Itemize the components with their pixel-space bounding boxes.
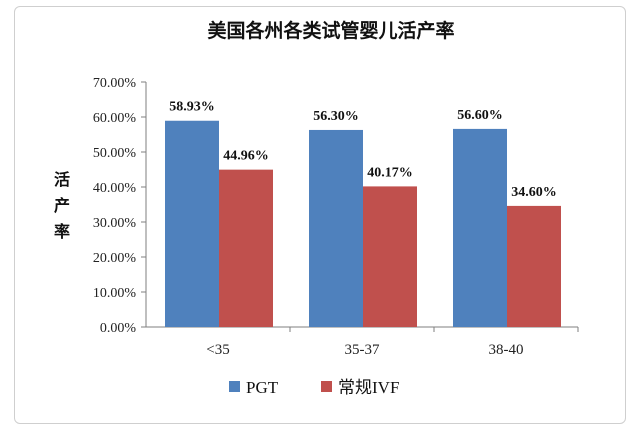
data-label: 40.17% <box>367 165 413 180</box>
legend: PGT 常规IVF <box>229 378 399 397</box>
x-category-label: 38-40 <box>489 342 524 358</box>
x-category-label: 35-37 <box>345 342 380 358</box>
data-label: 58.93% <box>169 100 215 115</box>
bar-ivf <box>507 205 561 327</box>
y-axis-label: 活产率 <box>54 170 70 241</box>
bar-ivf <box>363 186 417 327</box>
bar-ivf <box>219 169 273 327</box>
data-label: 56.30% <box>313 109 359 124</box>
chart-title: 美国各州各类试管婴儿活产率 <box>207 19 454 42</box>
y-axis-label-char: 产 <box>54 196 70 215</box>
legend-label-ivf: 常规IVF <box>338 378 399 397</box>
data-label: 56.60% <box>457 108 503 123</box>
legend-swatch-pgt <box>229 381 240 392</box>
y-tick-label: 20.00% <box>93 251 137 266</box>
y-tick-label: 30.00% <box>93 216 137 231</box>
y-axis-ticks: 0.00% 10.00% 20.00% 30.00% 40.00% 50.00% 60.00… <box>93 76 146 336</box>
bar-pgt <box>165 120 219 328</box>
data-label: 34.60% <box>511 185 557 200</box>
legend-label-pgt: PGT <box>246 378 279 397</box>
bars: 58.93% 44.96% 56.30% 40.17% 56.60% 34.60% <box>165 100 561 328</box>
y-tick-label: 50.00% <box>93 146 137 161</box>
y-tick-label: 70.00% <box>93 76 137 91</box>
y-tick-label: 60.00% <box>93 111 137 126</box>
x-axis-categories: <35 35-37 38-40 <box>206 327 579 358</box>
y-tick-label: 40.00% <box>93 181 137 196</box>
bar-pgt <box>309 129 363 327</box>
data-label: 44.96% <box>223 149 269 164</box>
y-tick-label: 0.00% <box>100 321 137 336</box>
legend-swatch-ivf <box>321 381 332 392</box>
x-category-label: <35 <box>206 342 229 358</box>
bar-pgt <box>453 128 507 327</box>
y-axis-label-char: 活 <box>54 170 70 189</box>
y-axis-label-char: 率 <box>54 222 70 241</box>
y-tick-label: 10.00% <box>93 286 137 301</box>
